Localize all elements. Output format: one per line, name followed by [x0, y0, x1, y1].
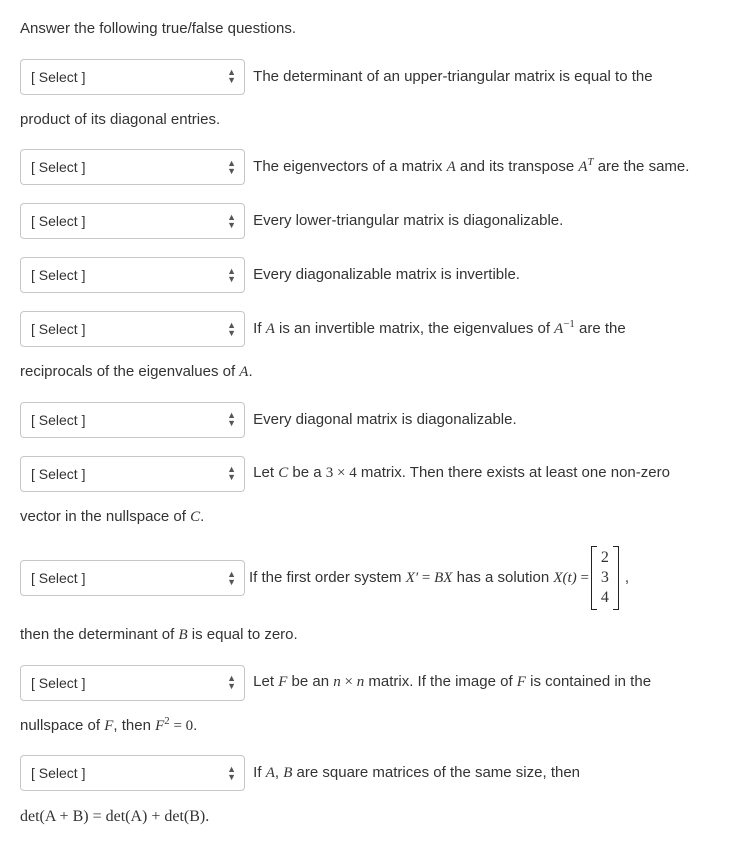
question-equation: det(A + B) = det(A) + det(B). [20, 805, 710, 829]
question-text-cont: vector in the nullspace of C. [20, 506, 710, 529]
comma: , [625, 567, 629, 590]
select-value: [ Select ] [31, 570, 85, 586]
select-value: [ Select ] [31, 267, 85, 283]
select-value: [ Select ] [31, 321, 85, 337]
updown-icon: ▲▼ [227, 403, 236, 437]
question-text: The eigenvectors of a matrix A and its t… [253, 158, 689, 175]
select-value: [ Select ] [31, 213, 85, 229]
updown-icon: ▲▼ [227, 60, 236, 94]
question-text: Every lower-triangular matrix is diagona… [253, 212, 563, 229]
updown-icon: ▲▼ [227, 150, 236, 184]
updown-icon: ▲▼ [227, 561, 236, 595]
select-value: [ Select ] [31, 412, 85, 428]
updown-icon: ▲▼ [227, 666, 236, 700]
question-text-cont: nullspace of F, then F2 = 0. [20, 715, 710, 738]
question-text: Let F be an n × n matrix. If the image o… [253, 673, 651, 690]
updown-icon: ▲▼ [227, 756, 236, 790]
question-10: [ Select ] ▲▼ If A, B are square matrice… [20, 755, 710, 829]
select-q9[interactable]: [ Select ] ▲▼ [20, 665, 245, 701]
question-6: [ Select ] ▲▼ Every diagonal matrix is d… [20, 402, 710, 438]
question-text-cont: then the determinant of B is equal to ze… [20, 624, 710, 647]
updown-icon: ▲▼ [227, 258, 236, 292]
select-q4[interactable]: [ Select ] ▲▼ [20, 257, 245, 293]
question-5: [ Select ] ▲▼ If A is an invertible matr… [20, 311, 710, 384]
updown-icon: ▲▼ [227, 312, 236, 346]
select-q7[interactable]: [ Select ] ▲▼ [20, 456, 245, 492]
select-q5[interactable]: [ Select ] ▲▼ [20, 311, 245, 347]
updown-icon: ▲▼ [227, 457, 236, 491]
question-2: [ Select ] ▲▼ The eigenvectors of a matr… [20, 149, 710, 185]
select-q8[interactable]: [ Select ] ▲▼ [20, 560, 245, 596]
instructions-text: Answer the following true/false question… [20, 18, 710, 41]
question-text: Every diagonalizable matrix is invertibl… [253, 266, 520, 283]
question-7: [ Select ] ▲▼ Let C be a 3 × 4 matrix. T… [20, 456, 710, 529]
question-8: [ Select ] ▲▼ If the first order system … [20, 546, 710, 647]
select-value: [ Select ] [31, 765, 85, 781]
question-text-cont: reciprocals of the eigenvalues of A. [20, 361, 710, 384]
updown-icon: ▲▼ [227, 204, 236, 238]
select-value: [ Select ] [31, 466, 85, 482]
column-vector: 2 3 4 [591, 546, 619, 610]
select-q10[interactable]: [ Select ] ▲▼ [20, 755, 245, 791]
question-text: If the first order system X′ = BX has a … [249, 567, 589, 590]
question-3: [ Select ] ▲▼ Every lower-triangular mat… [20, 203, 710, 239]
select-value: [ Select ] [31, 69, 85, 85]
question-text: Let C be a 3 × 4 matrix. Then there exis… [253, 464, 670, 481]
question-text-cont: product of its diagonal entries. [20, 109, 710, 132]
select-q6[interactable]: [ Select ] ▲▼ [20, 402, 245, 438]
select-value: [ Select ] [31, 675, 85, 691]
select-q2[interactable]: [ Select ] ▲▼ [20, 149, 245, 185]
question-text: If A, B are square matrices of the same … [253, 764, 580, 781]
question-text: Every diagonal matrix is diagonalizable. [253, 410, 516, 427]
question-4: [ Select ] ▲▼ Every diagonalizable matri… [20, 257, 710, 293]
select-q3[interactable]: [ Select ] ▲▼ [20, 203, 245, 239]
question-text: If A is an invertible matrix, the eigenv… [253, 320, 626, 337]
select-q1[interactable]: [ Select ] ▲▼ [20, 59, 245, 95]
question-9: [ Select ] ▲▼ Let F be an n × n matrix. … [20, 665, 710, 738]
question-1: [ Select ] ▲▼ The determinant of an uppe… [20, 59, 710, 132]
select-value: [ Select ] [31, 159, 85, 175]
question-text: The determinant of an upper-triangular m… [253, 67, 652, 84]
